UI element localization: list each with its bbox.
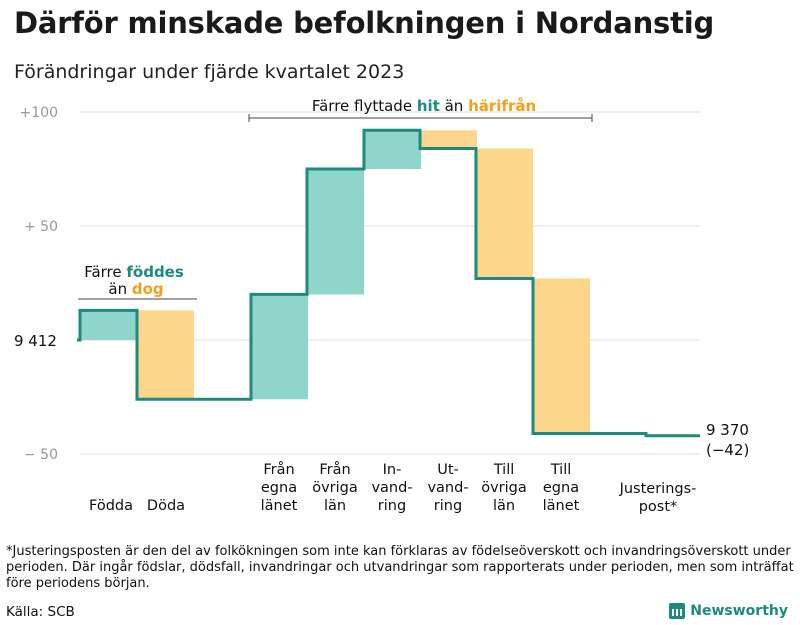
brand-logo: Newsworthy xyxy=(669,603,788,619)
waterfall-bar-out-to-other-counties xyxy=(476,148,533,279)
category-label-in-from-municipality: Från xyxy=(263,461,294,478)
category-label-emigration: Ut- xyxy=(437,462,459,478)
category-label-out-to-own-county: egna xyxy=(543,480,579,496)
migration-annotation: Färre flyttade hit än härifrån xyxy=(312,97,536,115)
category-label-in-from-municipality: länet xyxy=(261,498,298,514)
brand-name: Newsworthy xyxy=(690,603,788,619)
y-tick-label: + 50 xyxy=(24,219,58,235)
source-label: Källa: SCB xyxy=(6,604,75,620)
waterfall-bar-immigration xyxy=(364,130,421,169)
category-label-in-from-other-counties: övriga xyxy=(312,480,358,496)
category-label-out-to-other-counties: övriga xyxy=(481,480,527,496)
category-label-out-to-other-counties: län xyxy=(493,498,515,514)
waterfall-chart: +100 + 50 − 50 9 412 9 370 (−42) Födda Döda Från… xyxy=(14,97,749,515)
category-label-births: Födda xyxy=(89,498,133,514)
category-label-in-from-municipality: egna xyxy=(261,480,297,496)
category-label-immigration: vand- xyxy=(371,480,412,496)
category-label-adjustment: post* xyxy=(639,499,678,515)
category-label-out-to-own-county: Till xyxy=(550,462,572,478)
y-tick-label: − 50 xyxy=(24,447,58,463)
births-deaths-annotation-line2: än dog xyxy=(108,280,163,298)
waterfall-bar-births xyxy=(80,310,137,340)
births-deaths-annotation-line1: Färre föddes xyxy=(84,263,184,281)
footnote: *Justeringsposten är den del av folkökni… xyxy=(6,544,794,591)
category-label-in-from-other-counties: Från xyxy=(319,461,350,478)
end-change-label: (−42) xyxy=(706,441,749,459)
chart-subtitle: Förändringar under fjärde kvartalet 2023 xyxy=(14,61,405,83)
y-tick-label: +100 xyxy=(20,105,58,121)
waterfall-bar-deaths xyxy=(137,310,194,400)
category-label-adjustment: Justerings- xyxy=(619,481,697,497)
category-label-in-from-other-counties: län xyxy=(324,498,346,514)
cumulative-step-line xyxy=(77,128,700,438)
category-label-emigration: ring xyxy=(434,498,462,514)
category-label-out-to-own-county: länet xyxy=(543,498,580,514)
waterfall-bar-in-from-other-counties xyxy=(307,169,364,295)
start-value-label: 9 412 xyxy=(14,332,57,350)
waterfall-bar-emigration xyxy=(420,130,477,149)
end-value-label: 9 370 xyxy=(706,421,749,439)
waterfall-bar-out-to-own-county xyxy=(533,278,590,434)
chart-title: Därför minskade befolkningen i Nordansti… xyxy=(14,6,715,40)
category-label-deaths: Döda xyxy=(147,498,185,514)
newsworthy-logo-icon xyxy=(669,603,686,619)
category-label-immigration: ring xyxy=(378,498,406,514)
waterfall-bar-in-from-municipality xyxy=(251,294,308,400)
category-label-out-to-other-counties: Till xyxy=(493,462,515,478)
category-label-immigration: In- xyxy=(383,462,402,478)
category-label-emigration: vand- xyxy=(427,480,468,496)
